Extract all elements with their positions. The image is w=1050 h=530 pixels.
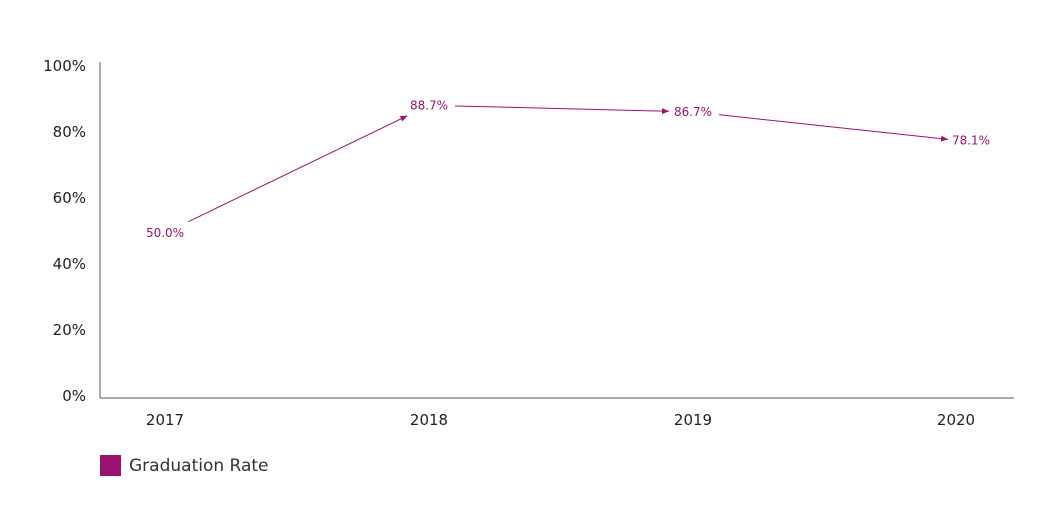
y-tick-label: 20% bbox=[53, 321, 86, 339]
y-tick-label: 60% bbox=[53, 189, 86, 207]
series-graduation-rate: 50.0% 88.7% 86.7% 78.1% bbox=[146, 98, 990, 240]
data-label: 78.1% bbox=[952, 133, 990, 147]
data-label: 86.7% bbox=[674, 105, 712, 119]
legend-label: Graduation Rate bbox=[129, 455, 269, 476]
x-tick-label: 2019 bbox=[674, 411, 712, 429]
y-tick-label: 40% bbox=[53, 255, 86, 273]
legend: Graduation Rate bbox=[100, 455, 269, 476]
series-segment bbox=[718, 114, 949, 142]
series-segment bbox=[188, 115, 408, 223]
x-tick-labels: 2017 2018 2019 2020 bbox=[146, 411, 975, 429]
x-tick-label: 2020 bbox=[937, 411, 975, 429]
series-segment bbox=[454, 105, 670, 115]
data-label: 50.0% bbox=[146, 226, 184, 240]
x-tick-label: 2017 bbox=[146, 411, 184, 429]
y-tick-label: 80% bbox=[53, 123, 86, 141]
x-tick-label: 2018 bbox=[410, 411, 448, 429]
y-tick-label: 100% bbox=[43, 57, 86, 75]
y-tick-labels: 0% 20% 40% 60% 80% 100% bbox=[43, 57, 86, 405]
legend-swatch bbox=[100, 455, 121, 476]
y-tick-label: 0% bbox=[62, 387, 86, 405]
data-label: 88.7% bbox=[410, 98, 448, 112]
